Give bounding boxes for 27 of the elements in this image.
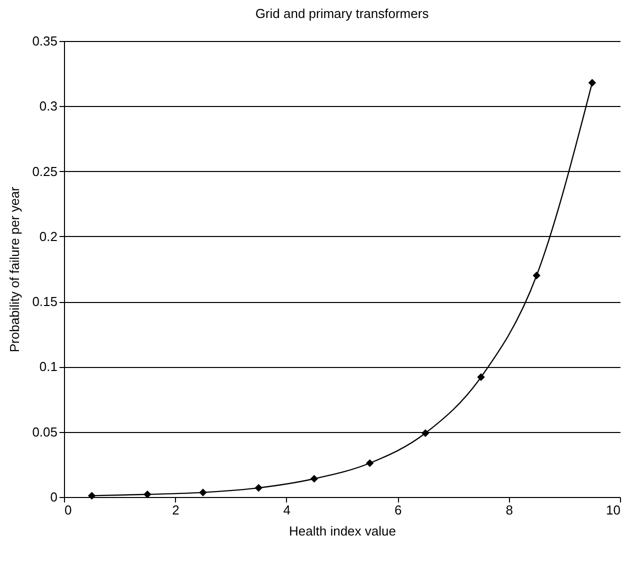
x-tick-label: 10 — [606, 502, 620, 518]
y-tick-label: 0.05 — [32, 424, 58, 440]
x-tick-label: 4 — [283, 502, 291, 518]
y-tick-label: 0.35 — [32, 34, 58, 48]
x-tick-label: 6 — [394, 502, 402, 518]
point — [477, 373, 485, 382]
y-tick-label: 0.3 — [39, 98, 58, 114]
x-axis-title: Health index value — [289, 524, 396, 538]
point — [199, 488, 207, 496]
point — [366, 459, 374, 467]
chart-title: Grid and primary transformers — [255, 6, 430, 21]
y-tick-label: 0 — [50, 490, 58, 504]
x-tick-label: 0 — [64, 502, 72, 518]
x-tick-label: 2 — [172, 502, 180, 518]
point — [310, 474, 318, 483]
point — [532, 272, 540, 280]
y-tick-label: 0.1 — [39, 359, 58, 374]
y-axis-title: Probability of failure per year — [7, 186, 22, 352]
point — [88, 492, 96, 500]
y-tick-label: 0.2 — [39, 228, 58, 244]
point — [588, 78, 596, 87]
point — [422, 429, 430, 438]
point — [254, 484, 262, 492]
x-tick-label: 8 — [506, 502, 513, 518]
point — [144, 490, 152, 498]
y-tick-label: 0.25 — [32, 164, 58, 179]
y-tick-label: 0.15 — [32, 294, 58, 310]
